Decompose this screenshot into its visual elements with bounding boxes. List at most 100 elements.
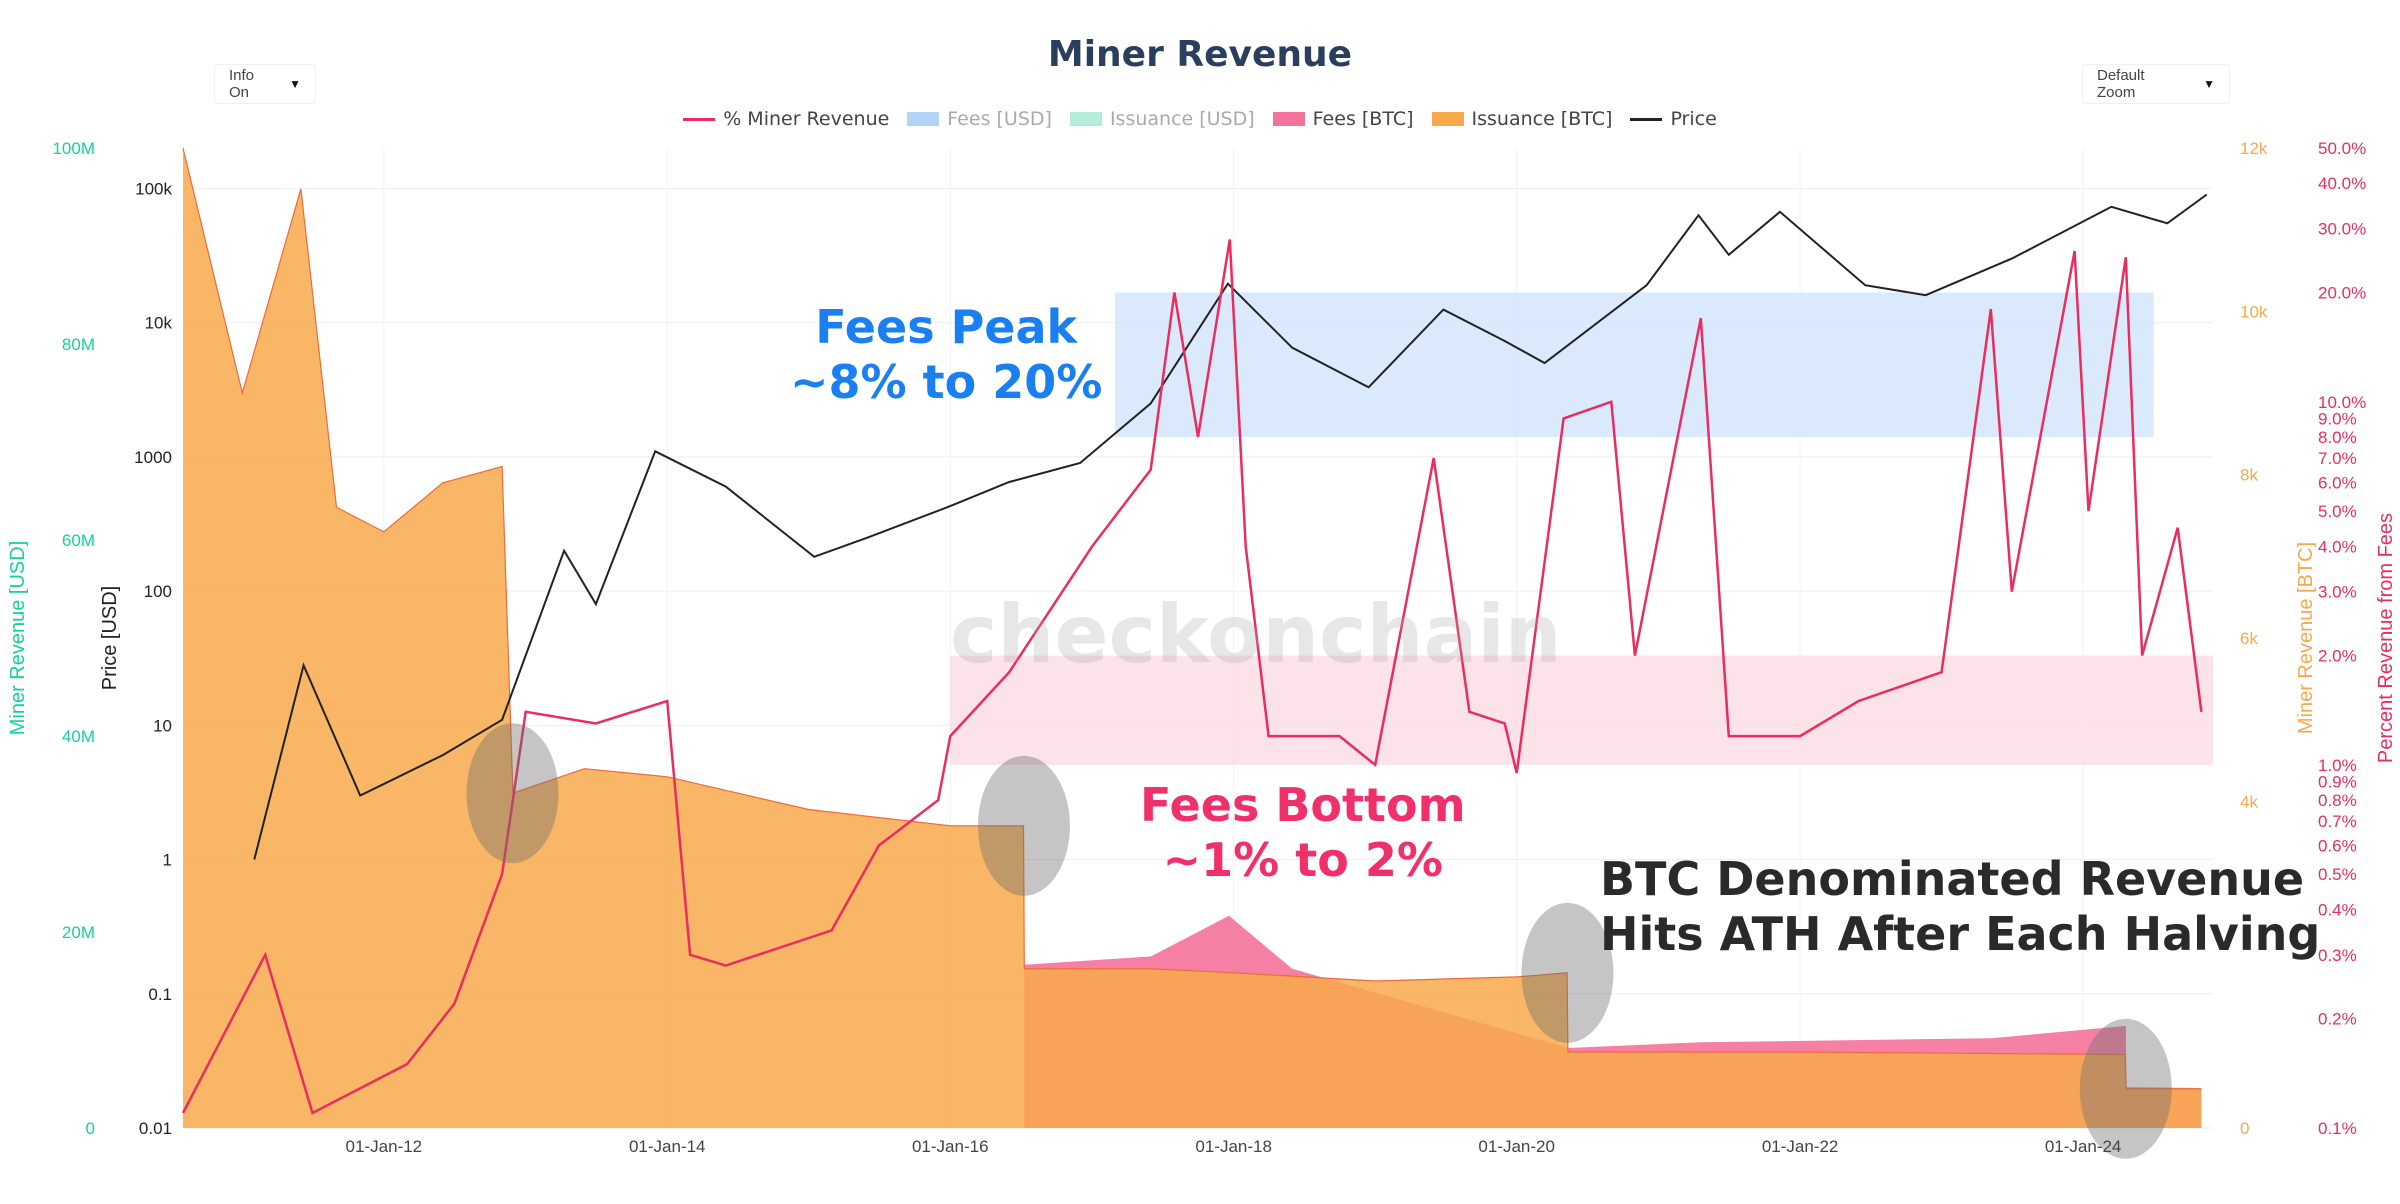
zoom-select-label: Default Zoom — [2097, 67, 2145, 101]
btc-revenue-tick-label: 12k — [2240, 139, 2268, 158]
chevron-down-icon: ▼ — [2203, 77, 2215, 91]
annotation-fees-peak: Fees Peak ~8% to 20% — [790, 300, 1102, 410]
btc-revenue-tick-label: 10k — [2240, 302, 2268, 321]
price-tick-label: 1000 — [134, 448, 172, 467]
price-axis-title: Price [USD] — [99, 586, 121, 690]
fee-pct-tick-label: 4.0% — [2318, 537, 2357, 556]
halving-marker — [2079, 1018, 2172, 1159]
annotation-line: BTC Denominated Revenue — [1600, 852, 2305, 906]
fee-pct-tick-label: 0.9% — [2318, 773, 2357, 792]
btc-revenue-tick-label: 4k — [2240, 792, 2258, 811]
legend-swatch — [907, 112, 940, 126]
usd-revenue-tick-label: 40M — [62, 727, 95, 746]
legend-label: Issuance [USD] — [1109, 108, 1255, 130]
halving-marker — [977, 755, 1070, 896]
legend-item-fees-btc[interactable]: Fees [BTC] — [1272, 108, 1414, 130]
page-title: Miner Revenue — [1047, 34, 1353, 75]
fee-pct-tick-label: 0.6% — [2318, 836, 2357, 855]
price-tick-label: 0.1 — [148, 985, 172, 1004]
legend-item-issuance-usd[interactable]: Issuance [USD] — [1069, 108, 1255, 130]
price-tick-label: 10 — [153, 716, 172, 735]
fee-pct-tick-label: 3.0% — [2318, 583, 2357, 602]
price-line — [253, 193, 2208, 860]
fee-pct-tick-label: 5.0% — [2318, 502, 2357, 521]
watermark: checkonchain — [950, 588, 1562, 681]
annotation-btc-revenue: BTC Denominated Revenue Hits ATH After E… — [1600, 852, 2320, 962]
usd-revenue-tick-label: 20M — [62, 923, 95, 942]
issuance-btc-area — [183, 148, 2202, 1128]
fee-pct-tick-label: 0.8% — [2318, 791, 2357, 810]
btc-revenue-tick-label: 0 — [2240, 1119, 2249, 1138]
price-tick-label: 1 — [163, 851, 172, 870]
legend-label: Issuance [BTC] — [1471, 108, 1613, 130]
fees-bottom-band — [950, 655, 2214, 765]
btc-revenue-tick-label: 8k — [2240, 466, 2258, 485]
zoom-select[interactable]: Default Zoom ▼ — [2082, 64, 2230, 104]
fee-pct-tick-label: 30.0% — [2318, 220, 2366, 239]
usd-revenue-tick-label: 80M — [62, 335, 95, 354]
fee-pct-tick-label: 10.0% — [2318, 393, 2366, 412]
fee-pct-tick-label: 50.0% — [2318, 139, 2366, 158]
x-tick-label: 01-Jan-22 — [1762, 1137, 1839, 1156]
info-select-label: Info On — [229, 67, 255, 101]
legend-item-issuance-btc[interactable]: Issuance [BTC] — [1431, 108, 1613, 130]
annotation-line: Fees Peak — [815, 300, 1078, 354]
price-tick-label: 100k — [135, 179, 172, 198]
legend-swatch — [1272, 112, 1305, 126]
fee-pct-tick-label: 40.0% — [2318, 174, 2366, 193]
annotation-line: Hits ATH After Each Halving — [1600, 907, 2321, 962]
chevron-down-icon: ▼ — [289, 77, 301, 91]
fee-pct-tick-label: 0.3% — [2318, 946, 2357, 965]
x-tick-label: 01-Jan-16 — [912, 1137, 989, 1156]
legend-label: Fees [USD] — [947, 108, 1052, 130]
x-tick-label: 01-Jan-24 — [2045, 1137, 2122, 1156]
usd-revenue-axis-title: Miner Revenue [USD] — [7, 541, 29, 736]
fee-pct-tick-label: 0.4% — [2318, 900, 2357, 919]
fee-pct-axis-title: Percent Revenue from Fees — [2375, 513, 2397, 763]
halving-marker — [1521, 902, 1614, 1043]
highlight-bands — [950, 292, 2214, 765]
usd-revenue-tick-label: 100M — [52, 139, 95, 158]
issuance-btc-edge — [182, 147, 2202, 1090]
legend: % Miner Revenue Fees [USD] Issuance [USD… — [0, 108, 2400, 130]
x-tick-label: 01-Jan-18 — [1195, 1137, 1272, 1156]
x-tick-label: 01-Jan-20 — [1478, 1137, 1555, 1156]
price-tick-label: 0.01 — [139, 1119, 172, 1138]
fee-pct-tick-label: 0.2% — [2318, 1010, 2357, 1029]
legend-swatch — [1431, 112, 1464, 126]
legend-swatch — [1630, 117, 1663, 121]
fee-pct-tick-label: 0.5% — [2318, 865, 2357, 884]
fees-peak-band — [1115, 292, 2154, 437]
x-tick-label: 01-Jan-12 — [346, 1137, 423, 1156]
usd-revenue-tick-label: 0 — [86, 1119, 95, 1138]
legend-swatch — [1069, 112, 1102, 126]
annotation-line: ~1% to 2% — [1162, 833, 1443, 888]
usd-revenue-tick-label: 60M — [62, 531, 95, 550]
legend-label: Price — [1670, 108, 1717, 130]
axes: 01-Jan-12 01-Jan-14 01-Jan-16 01-Jan-18 01-J… — [7, 139, 2397, 1156]
fee-pct-tick-label: 6.0% — [2318, 473, 2357, 492]
legend-item-price[interactable]: Price — [1630, 108, 1717, 130]
revenue-areas — [182, 147, 2202, 1128]
annotation-fees-bottom: Fees Bottom ~1% to 2% — [1140, 778, 1466, 888]
series-lines — [181, 193, 2208, 1115]
fee-pct-tick-label: 1.0% — [2318, 756, 2357, 775]
fee-pct-tick-label: 7.0% — [2318, 449, 2357, 468]
price-tick-label: 10k — [145, 314, 173, 333]
annotation-line: Fees Bottom — [1140, 778, 1466, 832]
fee-pct-tick-label: 0.7% — [2318, 812, 2357, 831]
legend-item-fees-usd[interactable]: Fees [USD] — [907, 108, 1052, 130]
legend-label: Fees [BTC] — [1312, 108, 1414, 130]
fee-pct-tick-label: 2.0% — [2318, 647, 2357, 666]
info-toggle-select[interactable]: Info On ▼ — [214, 64, 316, 104]
btc-revenue-axis-title: Miner Revenue [BTC] — [2295, 542, 2317, 734]
price-tick-label: 100 — [144, 582, 172, 601]
legend-label: % Miner Revenue — [723, 108, 890, 130]
btc-revenue-tick-label: 6k — [2240, 629, 2258, 648]
legend-swatch — [683, 117, 716, 121]
annotation-line: ~8% to 20% — [790, 355, 1103, 410]
legend-item-pct-miner-revenue[interactable]: % Miner Revenue — [683, 108, 889, 130]
fee-pct-tick-label: 9.0% — [2318, 409, 2357, 428]
fee-pct-tick-label: 20.0% — [2318, 283, 2366, 302]
